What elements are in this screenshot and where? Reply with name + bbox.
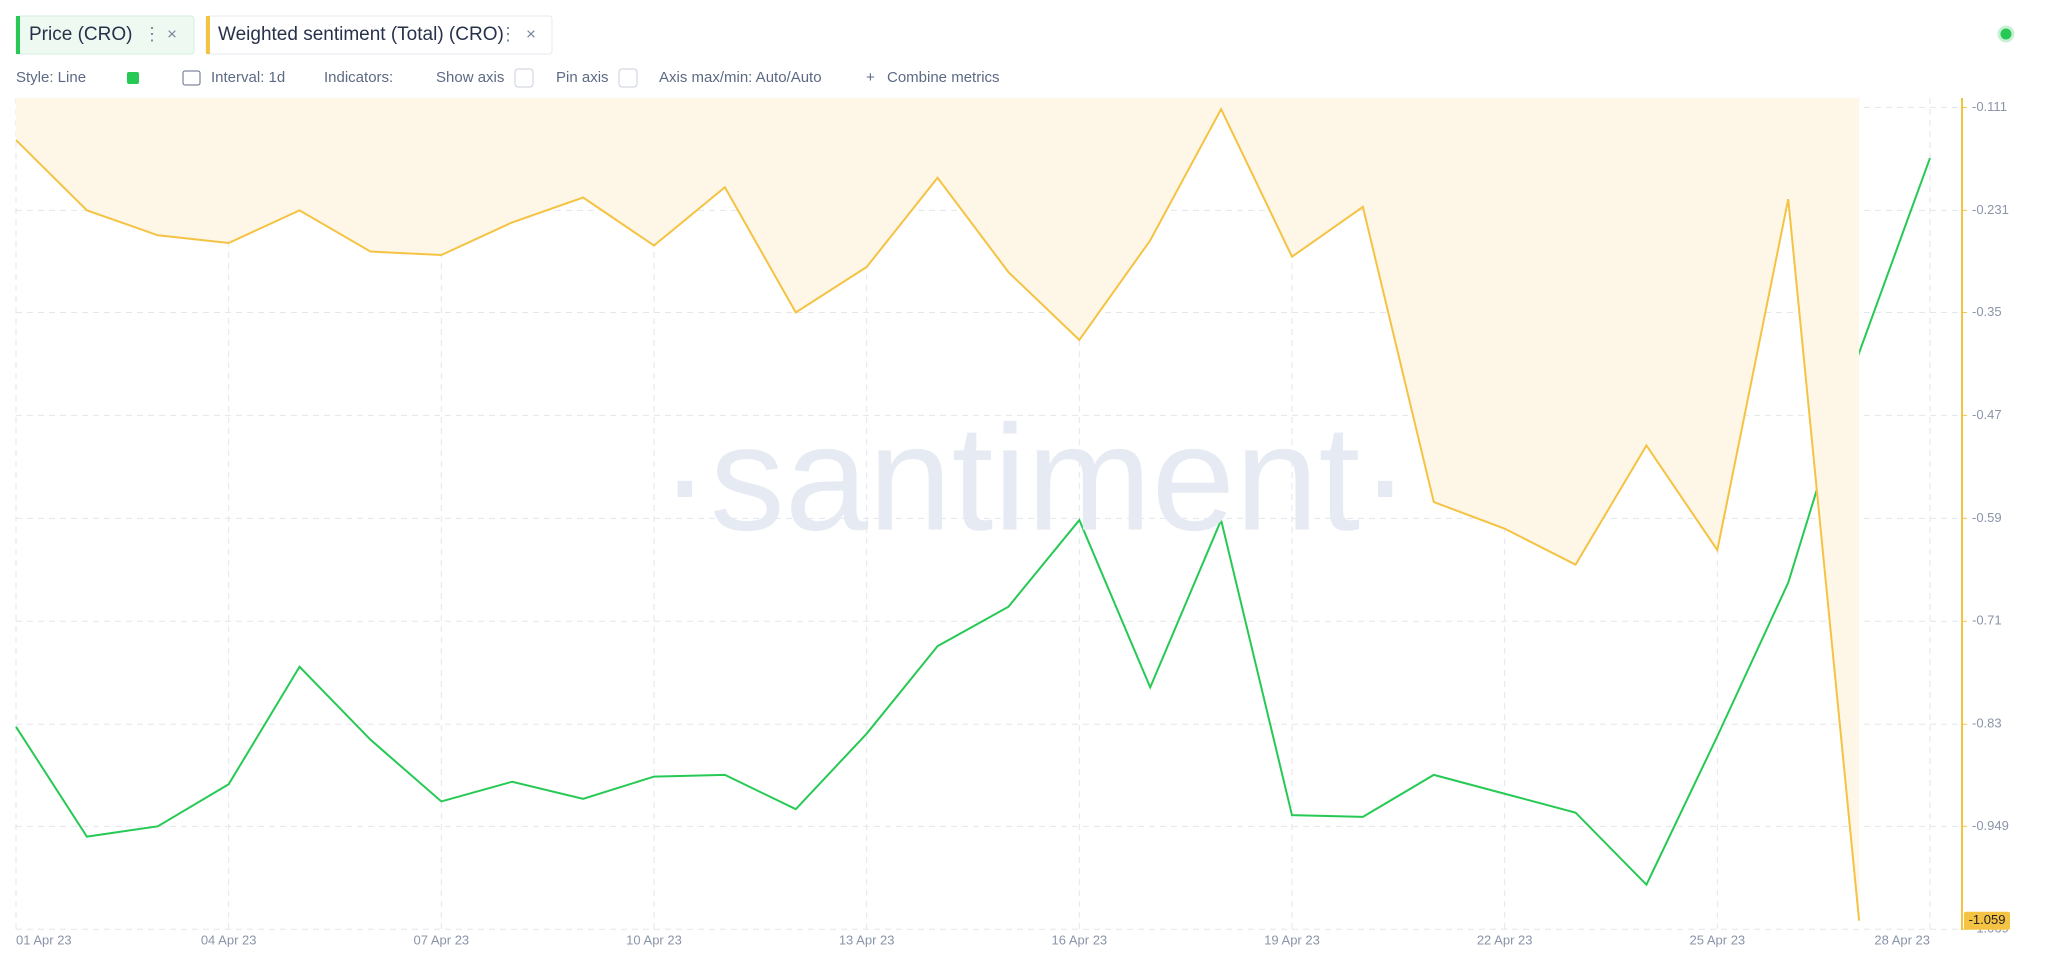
value-badge xyxy=(1964,911,2010,930)
x-tick-label: 04 Apr 23 xyxy=(201,932,257,947)
series-line xyxy=(15,157,1931,887)
tab-menu[interactable]: ⋮ xyxy=(499,24,517,44)
y-tick-label: -0.111 xyxy=(1972,99,2007,114)
tab-menu[interactable]: ⋮ xyxy=(143,24,161,44)
interval-icon xyxy=(182,70,201,86)
tab-close[interactable]: × xyxy=(167,24,177,43)
x-tick-label: 16 Apr 23 xyxy=(1052,932,1108,947)
x-tick-label: 07 Apr 23 xyxy=(414,932,470,947)
checkbox[interactable] xyxy=(618,68,638,88)
y-tick-label: -0.949 xyxy=(1972,818,2009,833)
tab-accent xyxy=(206,16,210,54)
x-tick-label: 22 Apr 23 xyxy=(1477,932,1533,947)
series-line xyxy=(15,106,1861,921)
plot xyxy=(15,98,1962,930)
interval-select[interactable]: Interval: 1d xyxy=(211,69,285,86)
style-select[interactable]: Style: Line xyxy=(16,69,86,86)
tab-accent xyxy=(16,16,20,54)
y-tick-label: -0.71 xyxy=(1972,613,2002,628)
plus-icon: + xyxy=(866,69,875,86)
y-tick-label: -0.35 xyxy=(1972,304,2002,319)
status-dot xyxy=(1997,25,2015,43)
show-axis[interactable]: Show axis xyxy=(436,69,504,86)
color-picker[interactable] xyxy=(127,72,139,84)
value-badge-label: -1.059 xyxy=(1969,912,2006,927)
watermark: ·santiment· xyxy=(660,394,1410,562)
x-tick-label: 28 Apr 23 xyxy=(1874,932,1930,947)
y-tick-label: -0.83 xyxy=(1972,716,2002,731)
checkbox[interactable] xyxy=(514,68,534,88)
axis-minmax[interactable]: Axis max/min: Auto/Auto xyxy=(659,69,822,86)
x-tick-label: 13 Apr 23 xyxy=(839,932,895,947)
tabs: Price (CRO) ⋮ × Weighted sentiment (Tota… xyxy=(15,15,2015,55)
indicators-select[interactable]: Indicators: xyxy=(324,69,393,86)
combine-metrics[interactable]: Combine metrics xyxy=(887,69,1000,86)
tab-label[interactable]: Price (CRO) xyxy=(29,24,132,45)
x-tick-label: 10 Apr 23 xyxy=(626,932,682,947)
y-tick-label: -0.59 xyxy=(1972,510,2002,525)
toolbar: Style: Line Interval: 1d Indicators: Sho… xyxy=(16,68,1000,88)
y-tick-label: -0.231 xyxy=(1972,202,2009,217)
tab-close[interactable]: × xyxy=(526,24,536,43)
tab-label[interactable]: Weighted sentiment (Total) (CRO) xyxy=(218,24,504,45)
sentiment-area xyxy=(16,98,1860,921)
x-tick-label: 19 Apr 23 xyxy=(1264,932,1320,947)
x-tick-label: 01 Apr 23 xyxy=(16,932,72,947)
pin-axis[interactable]: Pin axis xyxy=(556,69,609,86)
y-tick-label: -0.47 xyxy=(1972,407,2002,422)
x-tick-label: 25 Apr 23 xyxy=(1690,932,1746,947)
